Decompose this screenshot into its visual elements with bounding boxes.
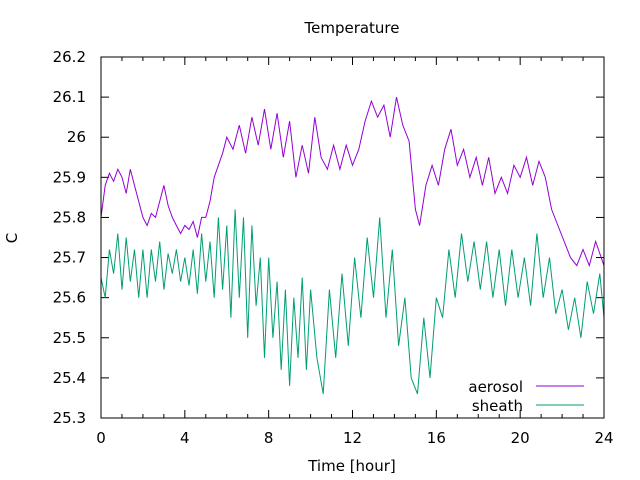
y-tick-label: 26.2 [53,48,86,66]
chart-title: Temperature [303,19,399,37]
legend-label-sheath: sheath [472,397,523,415]
x-axis-label: Time [hour] [307,457,396,475]
y-tick-label: 25.4 [53,369,86,387]
y-tick-label: 25.9 [53,168,86,186]
series-line-sheath [100,209,605,395]
y-tick-label: 26.1 [53,88,86,106]
x-tick-label: 4 [180,429,190,447]
y-tick-label: 26 [67,128,86,146]
x-tick-label: 16 [427,429,446,447]
y-tick-label: 25.7 [53,249,86,267]
x-tick-label: 12 [343,429,362,447]
x-tick-label: 20 [511,429,530,447]
y-axis-ticks: 25.3 25.4 25.5 25.6 25.7 25.8 25.9 26 26.1 26.2 [53,48,604,427]
legend-label-aerosol: aerosol [468,378,523,396]
series-line-aerosol [100,96,605,268]
series-layer [100,96,605,395]
y-tick-label: 25.8 [53,208,86,226]
x-tick-label: 24 [594,429,613,447]
y-axis-label: C [3,233,21,243]
legend: aerosol sheath [468,378,584,415]
x-axis-ticks: 0 4 8 12 16 20 24 [96,57,614,447]
x-tick-label: 8 [264,429,274,447]
y-tick-label: 25.6 [53,289,86,307]
plot-frame [100,56,605,419]
y-tick-label: 25.3 [53,409,86,427]
y-tick-label: 25.5 [53,329,86,347]
x-tick-label: 0 [96,429,106,447]
